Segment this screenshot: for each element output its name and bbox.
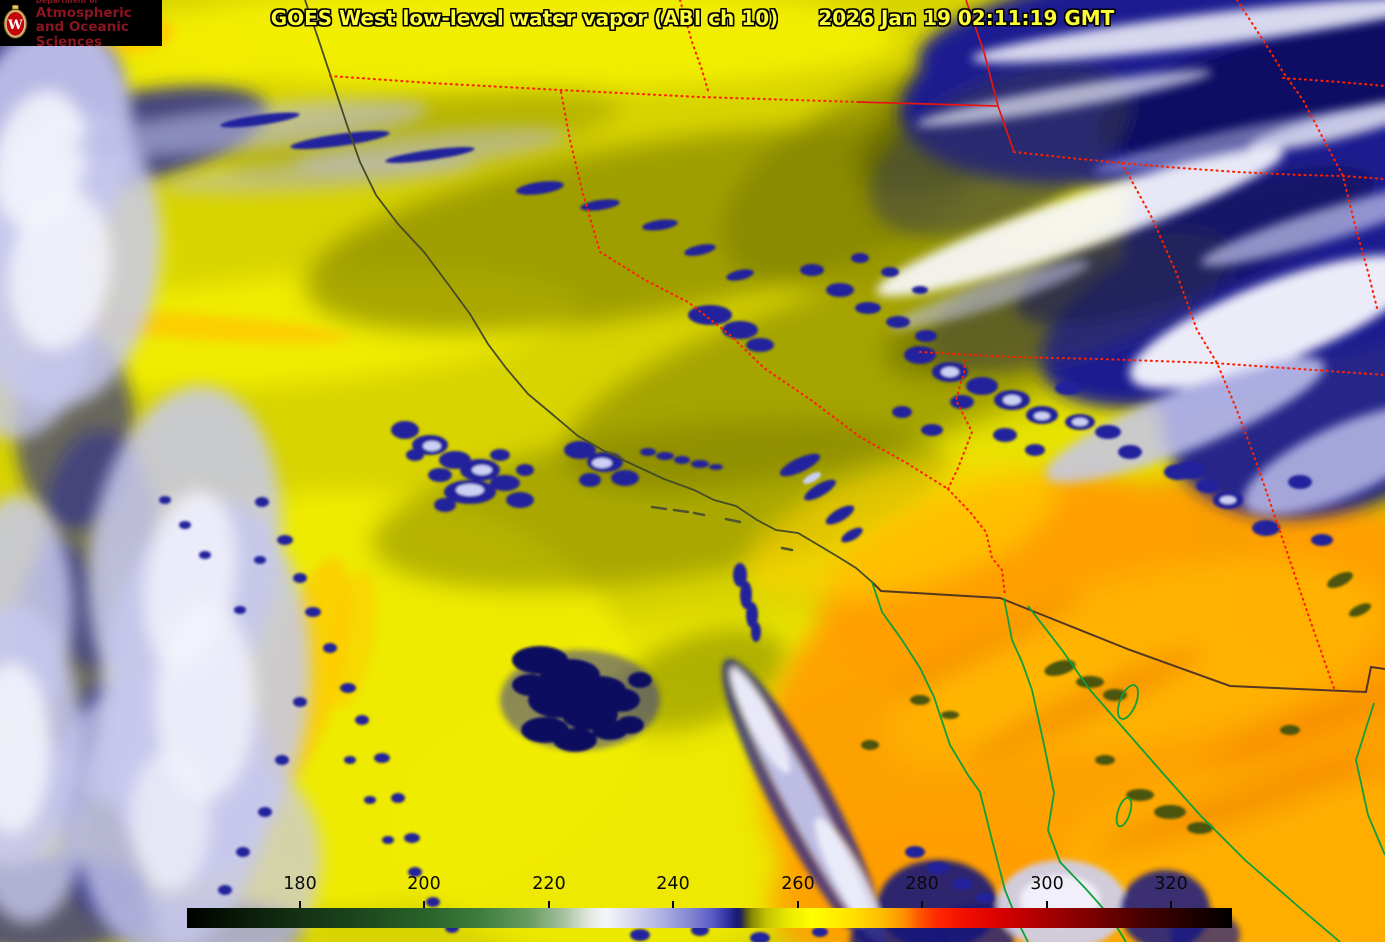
map-overlay-lines (304, 0, 1385, 942)
product-title: GOES West low-level water vapor (ABI ch … (270, 6, 779, 30)
california-coastline-line (304, 0, 873, 583)
logo-line2: and Oceanic Sciences (35, 19, 129, 50)
state-border-line (1012, 150, 1385, 181)
cloud-speckles-layer (159, 112, 1372, 942)
timestamp: 2026 Jan 19 02:11:19 GMT (818, 6, 1115, 30)
colorbar-tick (672, 901, 674, 908)
us-mexico-border-line (871, 581, 1385, 694)
coastline-green-line (1027, 605, 1341, 942)
state-border-line (559, 90, 950, 491)
state-border-line (1281, 76, 1385, 88)
uw-logo-badge: W Department of Atmospheric and Oceanic … (0, 0, 162, 49)
image-title: GOES West low-level water vapor (ABI ch … (0, 6, 1385, 30)
coastline-green-line (871, 581, 1029, 942)
coastline-green-line (1355, 702, 1385, 856)
svg-text:W: W (7, 18, 23, 33)
state-border-line (965, 0, 1015, 153)
colorbar-tick (548, 901, 550, 908)
gulf-coastline-green-layer (871, 581, 1385, 942)
colorbar-tick-label: 180 (283, 874, 317, 894)
colorbar-tick-label: 200 (407, 874, 441, 894)
state-border-line (857, 101, 998, 107)
colorbar-tick (299, 901, 301, 908)
colorbar-tick-label: 280 (905, 874, 939, 894)
gulf-island-outline (1117, 684, 1139, 720)
uw-crest-icon: W (3, 5, 28, 39)
colorbar-tick (1170, 901, 1172, 908)
colorbar-tick-label: 260 (781, 874, 815, 894)
state-border-line (946, 487, 1007, 598)
colorbar-gradient (187, 908, 1232, 928)
channel-islands-line (650, 505, 794, 552)
gulf-island-outline (1115, 796, 1133, 828)
state-border-line (1235, 0, 1379, 310)
colorbar-tick (423, 901, 425, 908)
white-cloud-streaks-layer (876, 0, 1385, 515)
logo-department-line: Department of (35, 0, 98, 6)
colorbar (187, 908, 1232, 928)
colorbar-tick-label: 220 (532, 874, 566, 894)
state-border-line (678, 0, 711, 96)
colorbar-tick (1046, 901, 1048, 908)
colorbar-tick (921, 901, 923, 908)
colorbar-tick-label: 320 (1154, 874, 1188, 894)
coastline-green-line (1003, 597, 1127, 942)
state-border-line (918, 350, 1385, 377)
state-border-line (1120, 161, 1337, 693)
colorbar-tick-label: 300 (1030, 874, 1064, 894)
state-border-line (328, 74, 860, 104)
colorbar-tick-label: 240 (656, 874, 690, 894)
orange-region-layer (744, 458, 1385, 942)
colorbar-tick (797, 901, 799, 908)
logo-text: Department of Atmospheric and Oceanic Sc… (36, 0, 162, 49)
state-borders-red-layer (328, 0, 1385, 693)
logo-line1: Atmospheric (35, 5, 132, 22)
